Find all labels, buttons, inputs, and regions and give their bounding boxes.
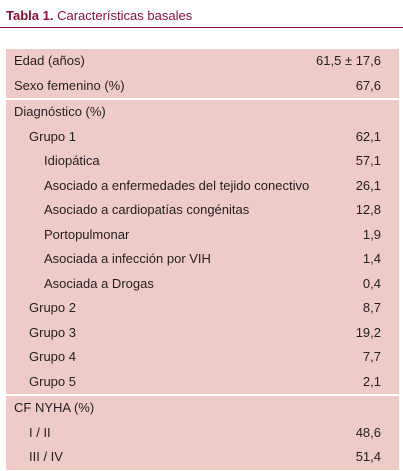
table-row-vih: Asociada a infección por VIH 1,4 — [6, 247, 399, 272]
row-label: III / IV — [29, 449, 63, 464]
table-row-sexo-femenino: Sexo femenino (%) 67,6 — [6, 74, 399, 99]
row-value: 61,5 ± 17,6 — [316, 53, 381, 68]
table-caption-title: Características basales — [57, 8, 193, 23]
row-label: Grupo 2 — [29, 300, 76, 315]
row-value: 12,8 — [355, 202, 381, 217]
row-value: 67,6 — [355, 77, 381, 93]
row-value: 0,4 — [362, 275, 381, 291]
row-label: Grupo 1 — [29, 128, 76, 144]
table-row-iii-iv: III / IV 51,4 — [6, 445, 399, 470]
table-row-portopulmonar: Portopulmonar 1,9 — [6, 223, 399, 248]
row-label: Grupo 4 — [29, 349, 76, 364]
row-value: 1,4 — [362, 251, 381, 266]
table-row-grupo-3: Grupo 3 19,2 — [6, 321, 399, 346]
row-label: Asociado a enfermedades del tejido conec… — [44, 177, 310, 193]
row-label: Edad (años) — [14, 53, 85, 68]
row-value: 48,6 — [355, 424, 381, 440]
table-caption: Tabla 1. Características basales — [0, 0, 403, 28]
row-label: Idiopática — [44, 153, 100, 168]
table-caption-label: Tabla 1. — [6, 8, 54, 23]
table-row-grupo-4: Grupo 4 7,7 — [6, 345, 399, 370]
table-row-diagnostico-header: Diagnóstico (%) — [6, 100, 399, 125]
baseline-characteristics-table: Edad (años) 61,5 ± 17,6 Sexo femenino (%… — [6, 49, 399, 470]
row-label: I / II — [29, 424, 51, 440]
section-divider — [6, 394, 399, 396]
row-value: 57,1 — [355, 153, 381, 168]
table-row-grupo-1: Grupo 1 62,1 — [6, 125, 399, 150]
table-row-tejido-conectivo: Asociado a enfermedades del tejido conec… — [6, 174, 399, 199]
row-label: Diagnóstico (%) — [14, 104, 106, 119]
table-row-grupo-2: Grupo 2 8,7 — [6, 296, 399, 321]
table-row-idiopatica: Idiopática 57,1 — [6, 149, 399, 174]
table-row-cardiopatias-congenitas: Asociado a cardiopatías congénitas 12,8 — [6, 198, 399, 223]
table-row-grupo-5: Grupo 5 2,1 — [6, 370, 399, 395]
section-divider — [6, 98, 399, 100]
row-value: 1,9 — [362, 226, 381, 242]
row-label: Portopulmonar — [44, 226, 130, 242]
table-row-drogas: Asociada a Drogas 0,4 — [6, 272, 399, 297]
row-label: Sexo femenino (%) — [14, 77, 125, 93]
row-label: Asociada a Drogas — [44, 275, 154, 291]
table-row-i-ii: I / II 48,6 — [6, 421, 399, 446]
row-value: 8,7 — [362, 300, 381, 315]
row-value: 7,7 — [362, 349, 381, 364]
row-value: 2,1 — [362, 373, 381, 389]
row-label: Grupo 5 — [29, 373, 76, 389]
row-label: CF NYHA (%) — [14, 400, 95, 415]
row-label: Asociado a cardiopatías congénitas — [44, 202, 250, 217]
row-value: 19,2 — [355, 324, 381, 340]
row-value: 62,1 — [355, 128, 381, 144]
table-row-edad: Edad (años) 61,5 ± 17,6 — [6, 49, 399, 74]
row-label: Grupo 3 — [29, 324, 76, 340]
row-value: 51,4 — [355, 449, 381, 464]
row-value: 26,1 — [355, 177, 381, 193]
row-label: Asociada a infección por VIH — [44, 251, 211, 266]
table-row-cf-nyha-header: CF NYHA (%) — [6, 396, 399, 421]
